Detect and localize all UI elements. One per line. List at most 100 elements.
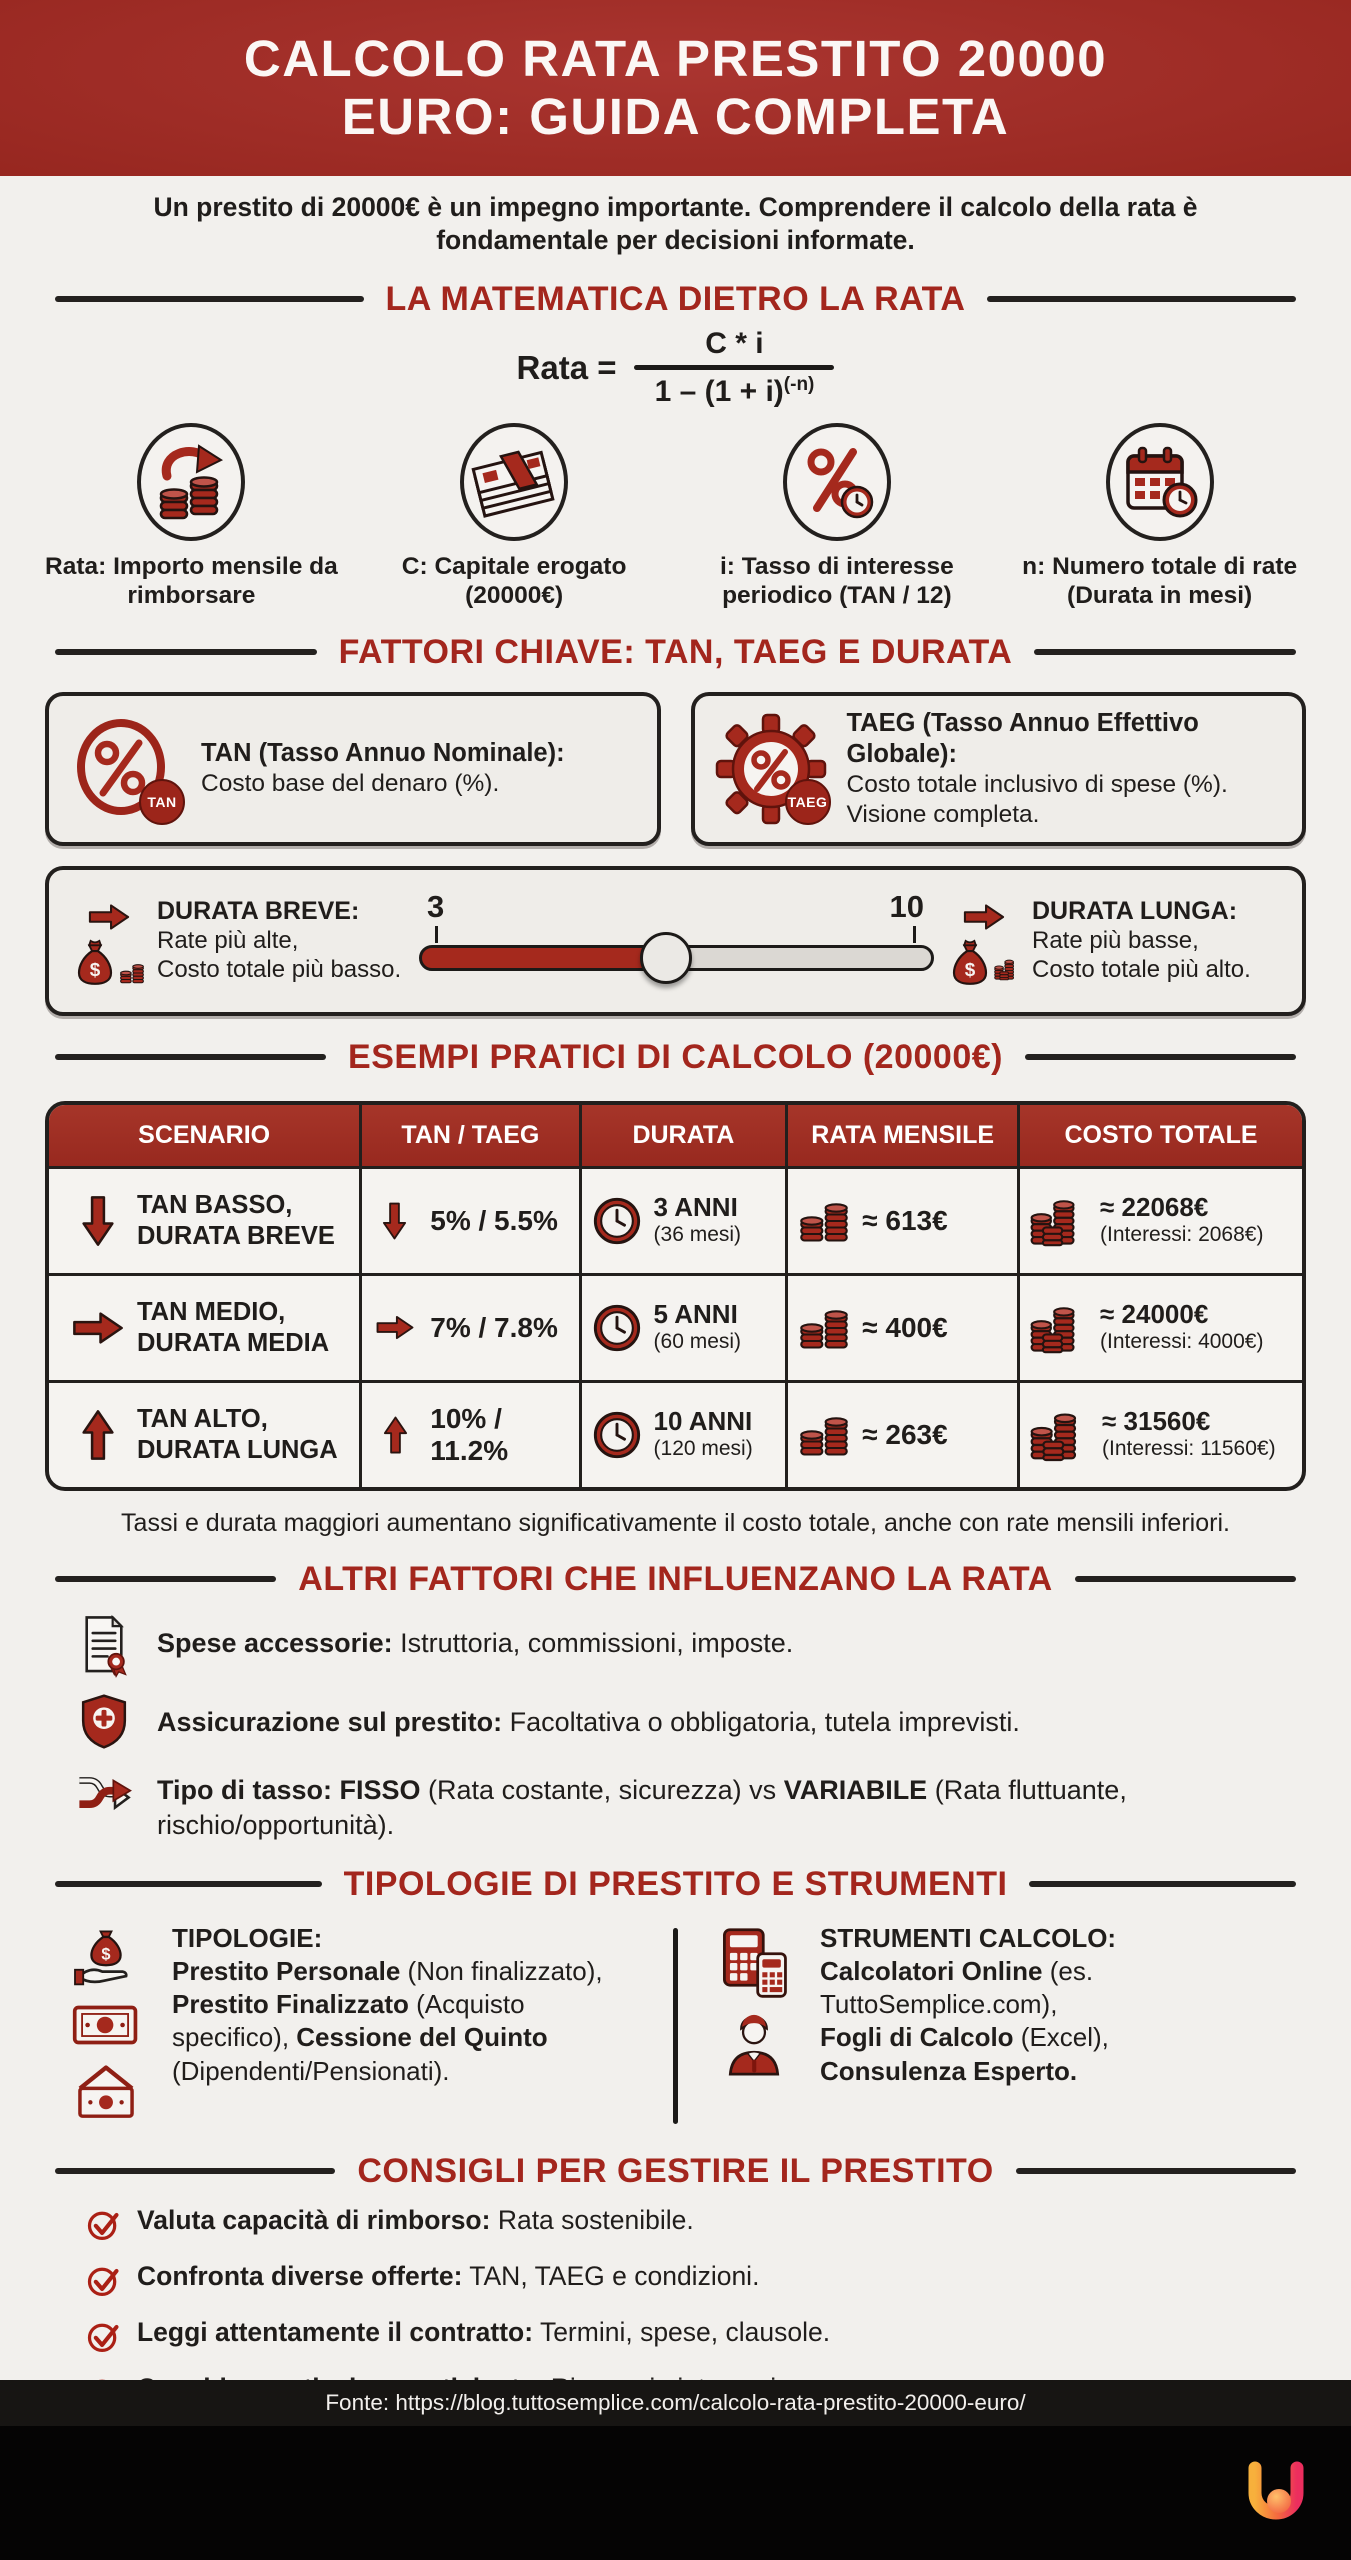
- list-item: Leggi attentamente il contratto: Termini…: [85, 2315, 1266, 2363]
- taeg-description: Costo totale inclusivo di spese (%). Vis…: [846, 770, 1228, 828]
- slider-max-label: 10: [889, 888, 924, 924]
- text-normal: (Non finalizzato),: [400, 1955, 603, 1986]
- shield-cross-icon: [75, 1693, 133, 1750]
- legend-item-rata: Rata: Importo mensile da rimborsare: [30, 422, 353, 611]
- tools-right-column: STRUMENTI CALCOLO: Calcolatori Online (e…: [708, 1922, 1291, 2130]
- total-value: ≈ 22068€: [1100, 1192, 1209, 1223]
- clock-icon: [592, 1196, 642, 1246]
- item-label: Leggi attentamente il contratto:: [137, 2316, 534, 2347]
- list-item: Valuta capacità di rimborso: Rata sosten…: [85, 2203, 1266, 2251]
- calendar-clock-icon: [1105, 422, 1214, 541]
- denominator-exponent: (-n): [783, 373, 815, 395]
- text-bold: Fogli di Calcolo: [820, 2022, 1014, 2053]
- source-bar: Fonte: https://blog.tuttosemplice.com/ca…: [0, 2380, 1351, 2426]
- consultant-icon: [723, 2014, 785, 2076]
- scenario-line1: TAN MEDIO,: [137, 1298, 286, 1327]
- slider-min-label: 3: [427, 888, 445, 924]
- section-title: ESEMPI PRATICI DI CALCOLO (20000€): [348, 1037, 1003, 1076]
- section-title: FATTORI CHIAVE: TAN, TAEG E DURATA: [338, 632, 1013, 671]
- legend-text: Capitale erogato (20000€): [434, 552, 627, 610]
- page-title-line2: EURO: GUIDA COMPLETA: [341, 88, 1010, 145]
- legend-item-capitale: C: Capitale erogato (20000€): [353, 422, 676, 611]
- legend-label: i:: [719, 552, 735, 580]
- coin-stack-icon: [798, 1195, 850, 1247]
- slider-max-tick: [913, 925, 916, 943]
- rate-value: 7% / 7.8%: [430, 1311, 558, 1343]
- hand-moneybag-icon: [73, 1926, 139, 1988]
- total-value: ≈ 31560€: [1102, 1406, 1211, 1437]
- formula-denominator: 1 – (1 + i)(-n): [655, 374, 815, 409]
- table-row: TAN BASSO, DURATA BREVE 5% / 5.5% 3 ANNI(…: [49, 1165, 1302, 1273]
- duration-short-line2: Costo totale più basso.: [157, 955, 402, 983]
- coin-stack-icon: [798, 1300, 850, 1356]
- banknote-roof-icon: [73, 2062, 139, 2120]
- taeg-badge: TAEG: [784, 778, 831, 825]
- text-normal: (es. TuttoSemplice.com),: [820, 1955, 1094, 2020]
- typologies-text: TIPOLOGIE: Prestito Personale (Non final…: [172, 1922, 643, 2130]
- monthly-value: ≈ 400€: [862, 1311, 948, 1343]
- formula-lhs: Rata =: [516, 348, 617, 386]
- scenario-line2: DURATA LUNGA: [137, 1435, 338, 1464]
- heading-rule-right: [987, 296, 1297, 303]
- duration-cell: 10 ANNI (120 mesi): [582, 1382, 789, 1487]
- formula-legend: Rata: Importo mensile da rimborsare C: C…: [30, 422, 1321, 611]
- formula-fraction: C * i 1 – (1 + i)(-n): [634, 327, 835, 409]
- item-text: Rata sostenibile.: [490, 2204, 694, 2235]
- tan-description: Costo base del denaro (%).: [201, 770, 500, 798]
- other-factors-list: Spese accessorie: Istruttoria, commissio…: [75, 1614, 1276, 1843]
- monthly-cell: ≈ 263€: [788, 1382, 1021, 1487]
- monthly-value: ≈ 613€: [862, 1204, 948, 1236]
- table-row: TAN ALTO, DURATA LUNGA 10% / 11.2% 10 ANN…: [49, 1379, 1302, 1487]
- table-row: TAN MEDIO, DURATA MEDIA 7% / 7.8% 5 ANNI(…: [49, 1272, 1302, 1380]
- section-heading-typologies: TIPOLOGIE DI PRESTITO E STRUMENTI: [55, 1865, 1296, 1904]
- scenario-line2: DURATA MEDIA: [137, 1328, 330, 1357]
- duration-long-block: DURATA LUNGA: Rate più basse, Costo tota…: [948, 896, 1278, 986]
- legend-caption: n: Numero totale di rate (Durata in mesi…: [1007, 552, 1312, 611]
- total-cell: ≈ 24000€ (Interessi: 4000€): [1020, 1276, 1302, 1380]
- fraction-bar: [634, 364, 835, 370]
- legend-caption: C: Capitale erogato (20000€): [362, 552, 667, 611]
- total-cell: ≈ 31560€ (Interessi: 11560€): [1020, 1383, 1302, 1487]
- taeg-title: TAEG (Tasso Annuo Effettivo Globale):: [846, 708, 1199, 768]
- taeg-text: TAEG (Tasso Annuo Effettivo Globale): Co…: [847, 708, 1283, 830]
- heading-rule-right: [1034, 649, 1296, 656]
- coins-arrow-icon: [137, 422, 246, 541]
- intro-text: Un prestito di 20000€ è un impegno impor…: [153, 192, 1198, 256]
- item-label: Assicurazione sul prestito:: [157, 1706, 503, 1737]
- legend-label: Rata:: [45, 552, 107, 580]
- arrow-down-icon: [67, 1194, 129, 1248]
- duration-slider-box: DURATA BREVE: Rate più alte, Costo total…: [45, 865, 1306, 1016]
- title-banner: CALCOLO RATA PRESTITO 20000 EURO: GUIDA …: [0, 0, 1351, 176]
- legend-item-interesse: i: Tasso di interesse periodico (TAN / 1…: [676, 422, 999, 611]
- interest-value: (Interessi: 2068€): [1100, 1222, 1264, 1246]
- interest-value: (Interessi: 4000€): [1100, 1329, 1264, 1353]
- legend-caption: Rata: Importo mensile da rimborsare: [39, 552, 344, 611]
- check-circle-icon: [85, 2315, 121, 2363]
- tan-badge: TAN: [139, 778, 185, 825]
- rate-cell: 7% / 7.8%: [362, 1275, 582, 1380]
- coin-stack-icon: [994, 952, 1020, 986]
- list-item: Confronta diverse offerte: TAN, TAEG e c…: [85, 2259, 1266, 2307]
- scenario-line1: TAN BASSO,: [137, 1191, 293, 1220]
- column-divider: [673, 1927, 678, 2124]
- check-circle-icon: [85, 2259, 121, 2307]
- duration-slider: 3 10: [419, 889, 934, 993]
- duration-years: 10 ANNI: [653, 1406, 753, 1437]
- coin-stack-icon: [798, 1407, 850, 1463]
- scenario-line2: DURATA BREVE: [137, 1221, 335, 1250]
- arrow-right-icon: [372, 1305, 418, 1351]
- item-bold: VARIABILE: [783, 1774, 928, 1805]
- legend-caption: i: Tasso di interesse periodico (TAN / 1…: [684, 552, 989, 611]
- heading-rule-left: [55, 1054, 327, 1060]
- list-item: Tipo di tasso: FISSO (Rata costante, sic…: [75, 1765, 1276, 1843]
- total-value: ≈ 24000€: [1100, 1299, 1209, 1330]
- banknotes-icon: [460, 422, 569, 541]
- col-header-costo-totale: COSTO TOTALE: [1064, 1120, 1258, 1149]
- section-heading-other-factors: ALTRI FATTORI CHE INFLUENZANO LA RATA: [55, 1560, 1296, 1599]
- heading-rule-left: [55, 296, 364, 303]
- rate-cell: 5% / 5.5%: [362, 1168, 582, 1273]
- heading-rule-right: [1074, 1576, 1296, 1582]
- list-item: Assicurazione sul prestito: Facoltativa …: [75, 1693, 1276, 1750]
- item-text: Termini, spese, clausole.: [533, 2316, 831, 2347]
